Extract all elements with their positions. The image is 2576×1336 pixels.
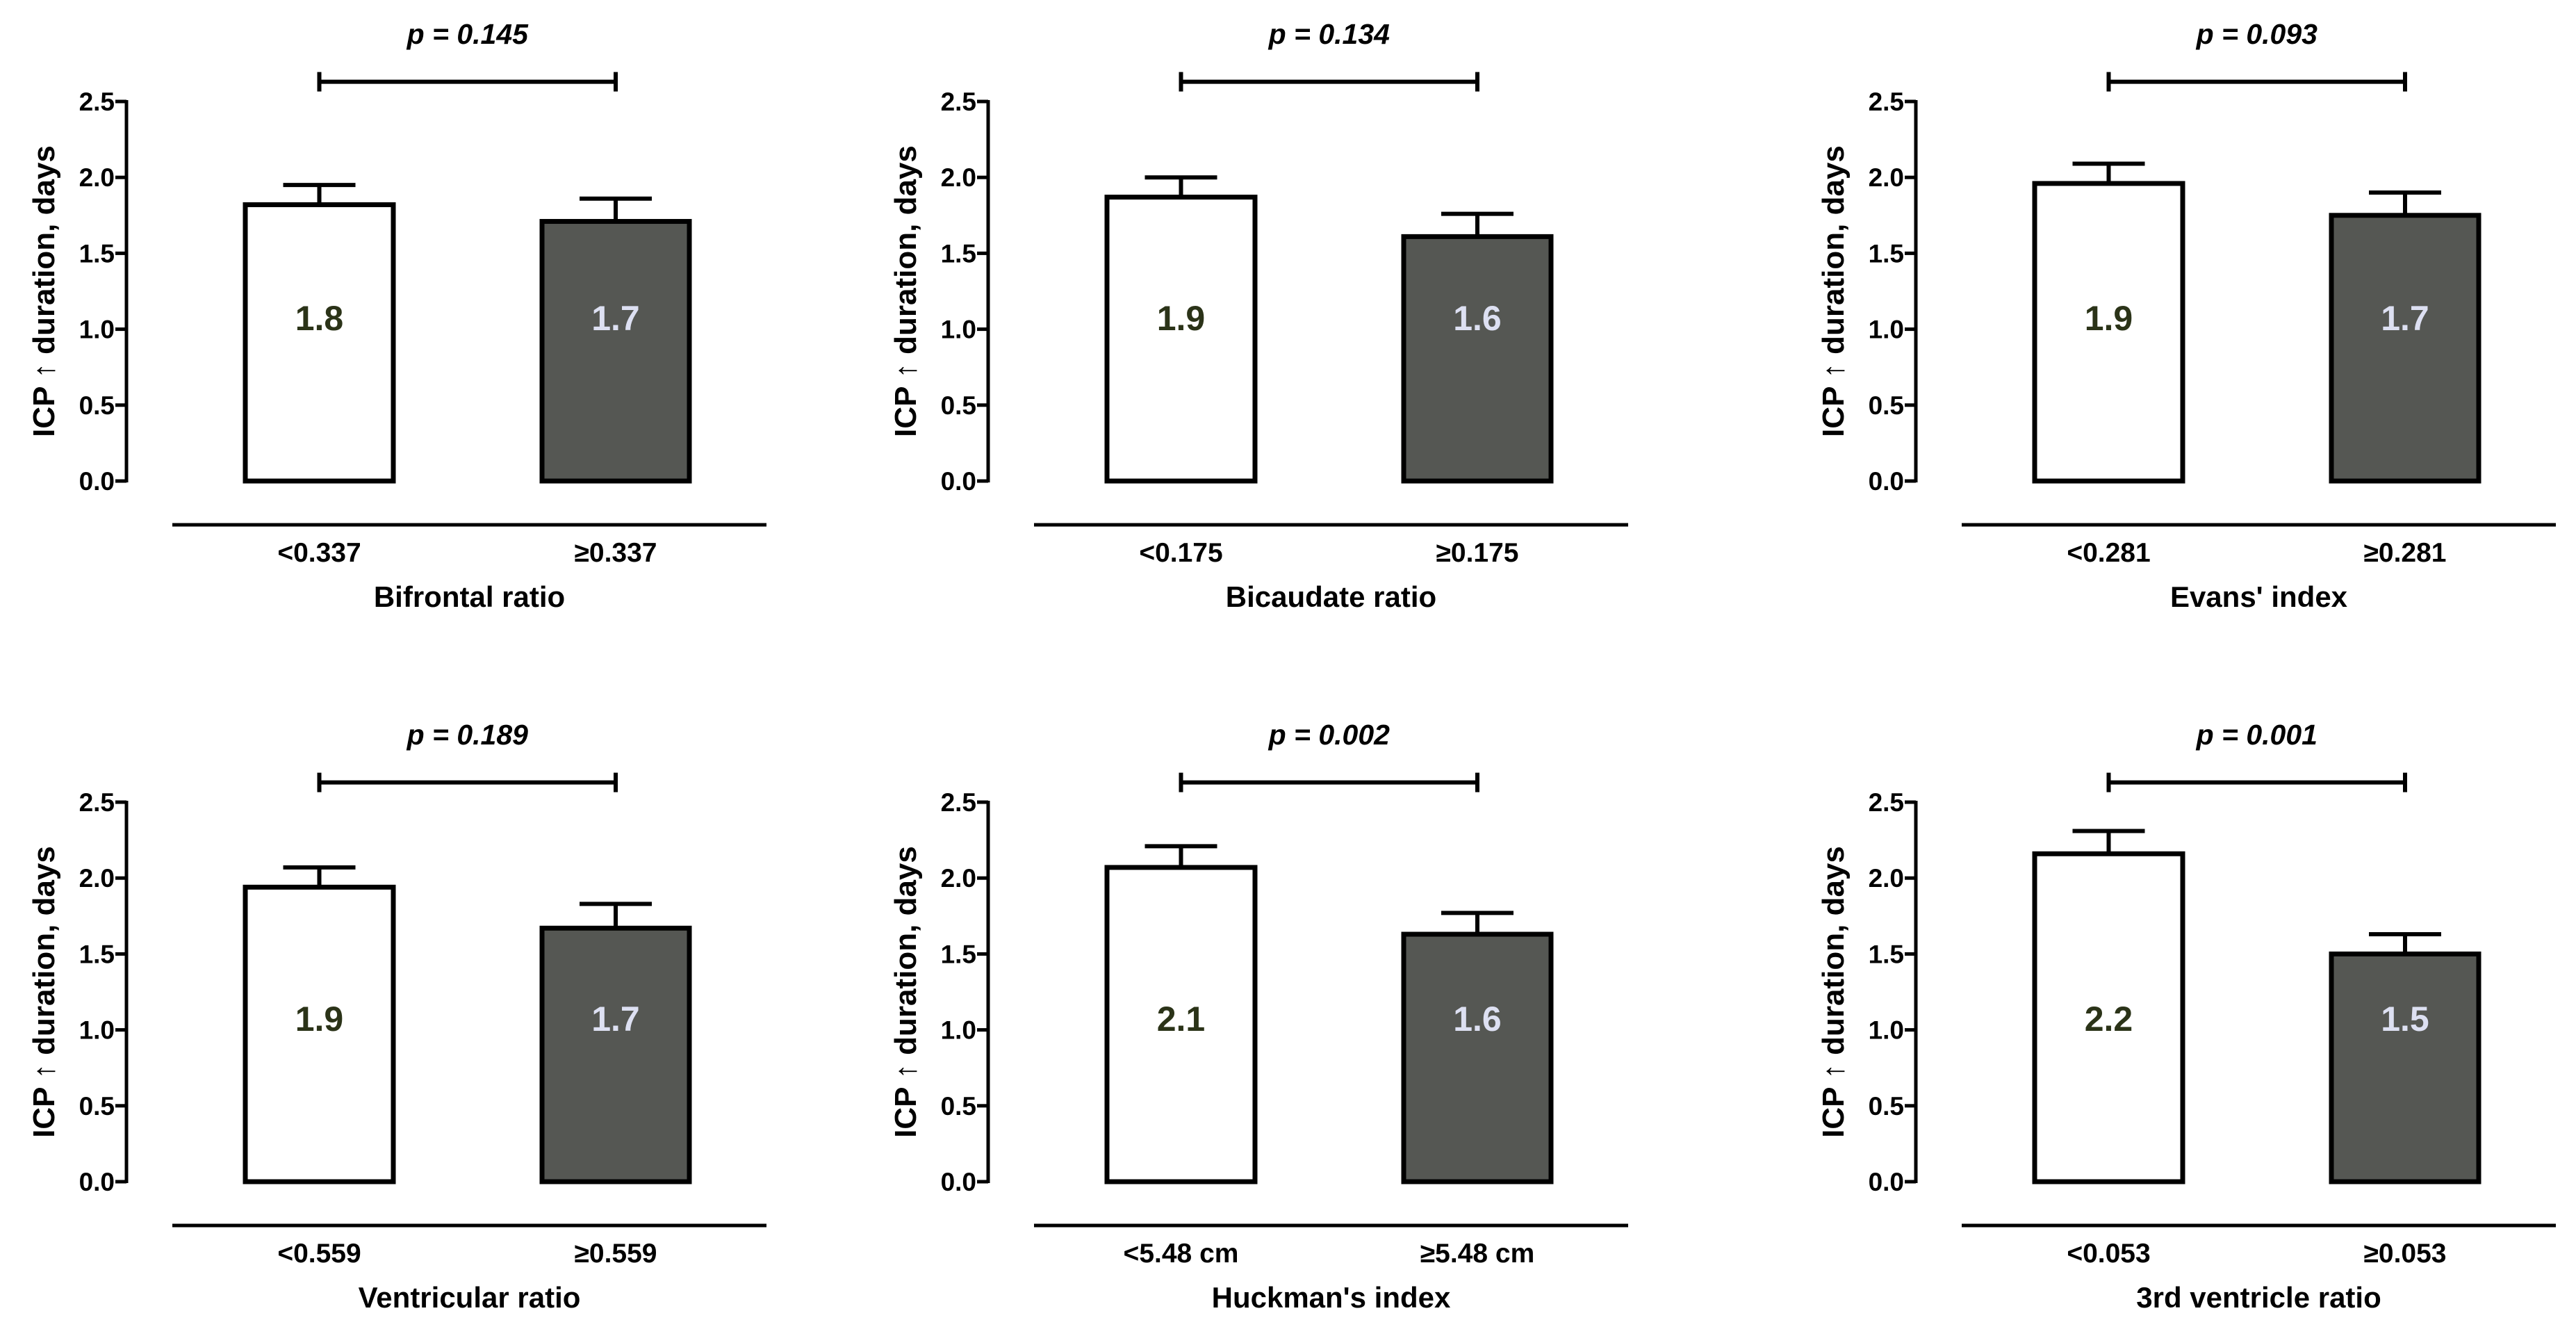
bar-low-group xyxy=(243,884,396,1184)
y-axis-label: ICP ↑ duration, days xyxy=(27,145,61,437)
y-tick-label: 0.5 xyxy=(941,1092,976,1121)
y-tick-label: 2.0 xyxy=(1869,163,1904,192)
y-tick-label: 1.0 xyxy=(941,316,976,344)
p-value-label: p = 0.093 xyxy=(2196,18,2318,50)
bar-high-group xyxy=(539,925,692,1184)
y-tick-label: 2.5 xyxy=(1869,88,1904,116)
bar-value-label: 1.9 xyxy=(295,1000,344,1038)
y-tick-label: 1.0 xyxy=(1869,316,1904,344)
bar-value-label: 1.8 xyxy=(295,299,344,338)
p-value-label: p = 0.134 xyxy=(1268,18,1390,50)
bar-low-group xyxy=(1104,865,1258,1184)
x-category-label: <0.337 xyxy=(277,538,361,568)
y-tick-label: 0.5 xyxy=(941,391,976,420)
chart-panel-3: 0.0 0.5 1.0 1.5 2.0 2.5 ICP ↑ duration, days 1.… xyxy=(1816,18,2556,613)
x-axis-label: Huckman's index xyxy=(1212,1281,1451,1314)
y-tick-label: 1.5 xyxy=(1869,940,1904,968)
y-tick-label: 1.5 xyxy=(79,239,115,268)
chart-panel-4: 0.0 0.5 1.0 1.5 2.0 2.5 ICP ↑ duration, days 1.… xyxy=(27,719,766,1314)
y-axis-label: ICP ↑ duration, days xyxy=(1816,846,1851,1138)
chart-panel-5: 0.0 0.5 1.0 1.5 2.0 2.5 ICP ↑ duration, days 2.… xyxy=(889,719,1628,1314)
y-tick-label: 2.5 xyxy=(79,788,115,817)
y-axis-label: ICP ↑ duration, days xyxy=(1816,145,1851,437)
y-tick-label: 2.0 xyxy=(1869,864,1904,893)
bar-high-group xyxy=(1401,234,1554,484)
p-value-label: p = 0.189 xyxy=(407,719,529,751)
bar-value-label: 1.9 xyxy=(1157,299,1206,338)
y-tick-label: 2.0 xyxy=(79,864,115,893)
bar-value-label: 1.5 xyxy=(2381,1000,2429,1038)
x-category-label: ≥5.48 cm xyxy=(1420,1239,1535,1269)
y-tick-label: 1.0 xyxy=(79,316,115,344)
bar-high-group xyxy=(1401,931,1554,1184)
bar-low-group xyxy=(2032,851,2185,1184)
x-category-label: <5.48 cm xyxy=(1124,1239,1239,1269)
y-tick-label: 0.5 xyxy=(1869,1092,1904,1121)
x-category-label: <0.281 xyxy=(2067,538,2150,568)
y-tick-label: 0.0 xyxy=(941,467,976,496)
y-tick-label: 2.0 xyxy=(941,864,976,893)
y-tick-label: 0.0 xyxy=(941,1168,976,1196)
bar-value-label: 2.1 xyxy=(1157,1000,1206,1038)
bar-low-group xyxy=(2032,181,2185,484)
y-axis-label: ICP ↑ duration, days xyxy=(27,846,61,1138)
x-category-label: ≥0.559 xyxy=(575,1239,657,1269)
y-tick-label: 1.5 xyxy=(1869,239,1904,268)
x-axis-label: Bicaudate ratio xyxy=(1226,580,1436,613)
x-axis-label: Evans' index xyxy=(2170,580,2348,613)
y-tick-label: 1.5 xyxy=(941,239,976,268)
bar-low-group xyxy=(243,202,396,484)
bar-value-label: 1.6 xyxy=(1453,299,1502,338)
y-tick-label: 0.0 xyxy=(79,467,115,496)
chart-panel-2: 0.0 0.5 1.0 1.5 2.0 2.5 ICP ↑ duration, days 1.… xyxy=(889,18,1628,613)
y-tick-label: 2.5 xyxy=(79,88,115,116)
y-tick-label: 1.5 xyxy=(941,940,976,968)
y-tick-label: 2.5 xyxy=(941,788,976,817)
y-tick-label: 0.5 xyxy=(79,1092,115,1121)
y-tick-label: 2.0 xyxy=(941,163,976,192)
p-value-label: p = 0.002 xyxy=(1268,719,1390,751)
y-tick-label: 2.5 xyxy=(1869,788,1904,817)
y-tick-label: 1.0 xyxy=(1869,1016,1904,1045)
y-tick-label: 1.5 xyxy=(79,940,115,968)
y-tick-label: 0.5 xyxy=(79,391,115,420)
y-tick-label: 2.0 xyxy=(79,163,115,192)
x-category-label: <0.175 xyxy=(1139,538,1222,568)
bar-high-group xyxy=(2329,951,2481,1184)
x-category-label: ≥0.175 xyxy=(1436,538,1519,568)
y-tick-label: 0.0 xyxy=(79,1168,115,1196)
x-category-label: ≥0.053 xyxy=(2364,1239,2447,1269)
y-tick-label: 0.0 xyxy=(1869,1168,1904,1196)
bar-value-label: 1.7 xyxy=(2381,299,2429,338)
bar-value-label: 1.7 xyxy=(591,299,640,338)
x-category-label: ≥0.337 xyxy=(575,538,657,568)
y-tick-label: 1.0 xyxy=(941,1016,976,1045)
y-axis-label: ICP ↑ duration, days xyxy=(889,846,923,1138)
x-category-label: ≥0.281 xyxy=(2364,538,2447,568)
y-axis-label: ICP ↑ duration, days xyxy=(889,145,923,437)
p-value-label: p = 0.001 xyxy=(2196,719,2317,751)
bar-high-group xyxy=(539,219,692,484)
y-tick-label: 0.0 xyxy=(1869,467,1904,496)
x-axis-label: 3rd ventricle ratio xyxy=(2136,1281,2381,1314)
x-axis-label: Bifrontal ratio xyxy=(374,580,565,613)
bar-value-label: 1.7 xyxy=(591,1000,640,1038)
x-category-label: <0.053 xyxy=(2067,1239,2150,1269)
bar-high-group xyxy=(2329,213,2481,484)
x-axis-label: Ventricular ratio xyxy=(359,1281,581,1314)
bar-low-group xyxy=(1104,195,1258,484)
y-tick-label: 0.5 xyxy=(1869,391,1904,420)
bar-value-label: 1.9 xyxy=(2085,299,2133,338)
chart-panel-1: 0.0 0.5 1.0 1.5 2.0 2.5 ICP ↑ duration, days 1.… xyxy=(27,18,766,613)
bar-value-label: 1.6 xyxy=(1453,1000,1502,1038)
chart-panel-6: 0.0 0.5 1.0 1.5 2.0 2.5 ICP ↑ duration, days 2.… xyxy=(1816,719,2556,1314)
p-value-label: p = 0.145 xyxy=(407,18,530,50)
y-tick-label: 1.0 xyxy=(79,1016,115,1045)
y-tick-label: 2.5 xyxy=(941,88,976,116)
x-category-label: <0.559 xyxy=(277,1239,361,1269)
bar-value-label: 2.2 xyxy=(2085,1000,2133,1038)
